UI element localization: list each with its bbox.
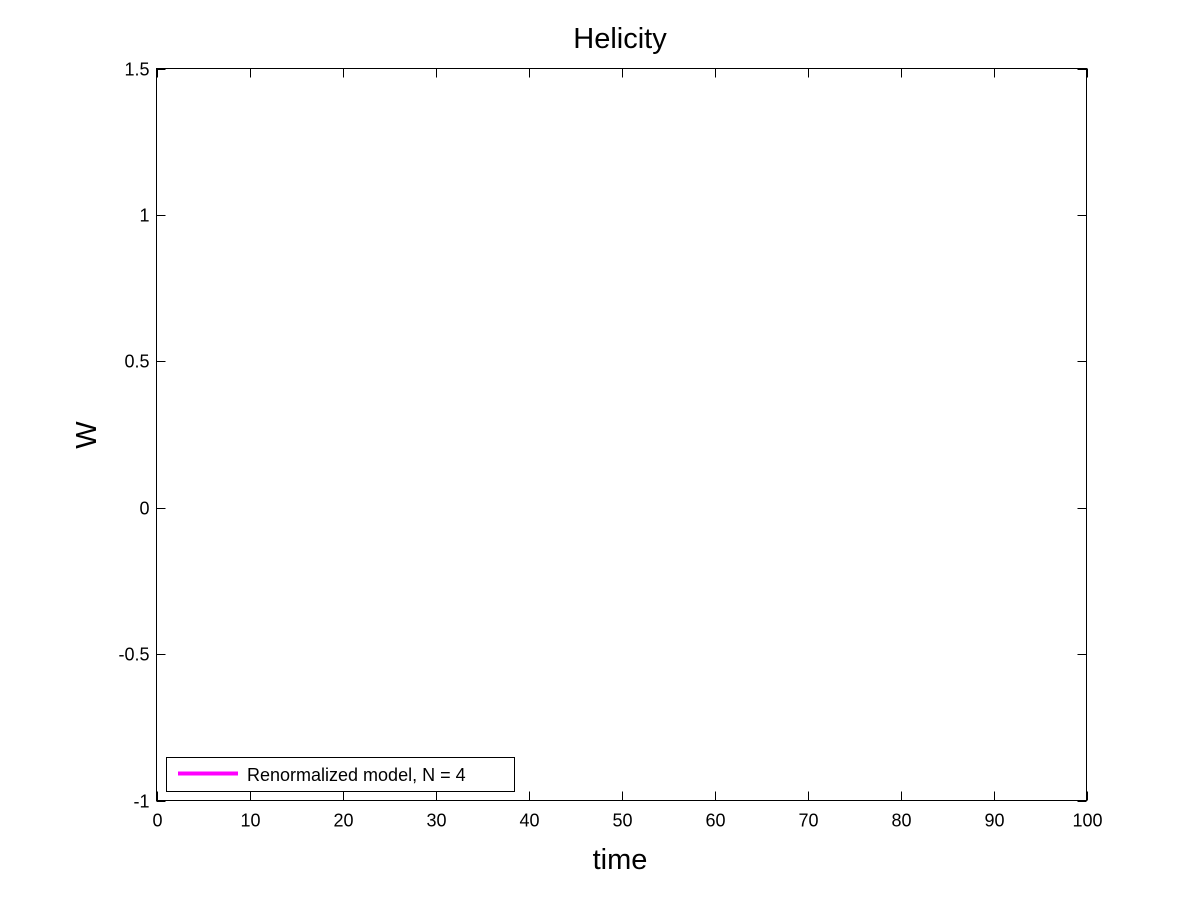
y-tick-label: -1 xyxy=(133,792,149,812)
x-tick-label: 70 xyxy=(798,811,818,831)
x-tick-label: 50 xyxy=(612,811,632,831)
y-tick-label: 0.5 xyxy=(124,352,149,372)
y-axis-tick-labels: -1 -0.5 0 0.5 1 1.5 xyxy=(118,60,149,812)
x-tick-label: 40 xyxy=(519,811,539,831)
y-tick-label: 0 xyxy=(139,499,149,519)
x-tick-label: 60 xyxy=(705,811,725,831)
x-axis-tick-labels: 0 10 20 30 40 50 60 70 80 90 100 xyxy=(152,811,1102,831)
x-tick-label: 10 xyxy=(240,811,260,831)
x-tick-label: 100 xyxy=(1072,811,1102,831)
x-tick-label: 90 xyxy=(984,811,1004,831)
x-axis-ticks xyxy=(157,68,1088,801)
y-axis-ticks xyxy=(156,69,1087,802)
x-axis-label: time xyxy=(593,844,648,876)
y-tick-label: 1 xyxy=(139,206,149,226)
legend-label: Renormalized model, N = 4 xyxy=(247,765,466,785)
x-tick-label: 0 xyxy=(152,811,162,831)
y-tick-label: 1.5 xyxy=(124,60,149,80)
x-tick-label: 20 xyxy=(333,811,353,831)
x-tick-label: 30 xyxy=(426,811,446,831)
y-axis-label: W xyxy=(71,421,103,449)
chart-title: Helicity xyxy=(573,23,667,55)
y-tick-label: -0.5 xyxy=(118,645,149,665)
legend: Renormalized model, N = 4 xyxy=(166,757,515,792)
plot-area xyxy=(156,68,1087,801)
x-tick-label: 80 xyxy=(891,811,911,831)
